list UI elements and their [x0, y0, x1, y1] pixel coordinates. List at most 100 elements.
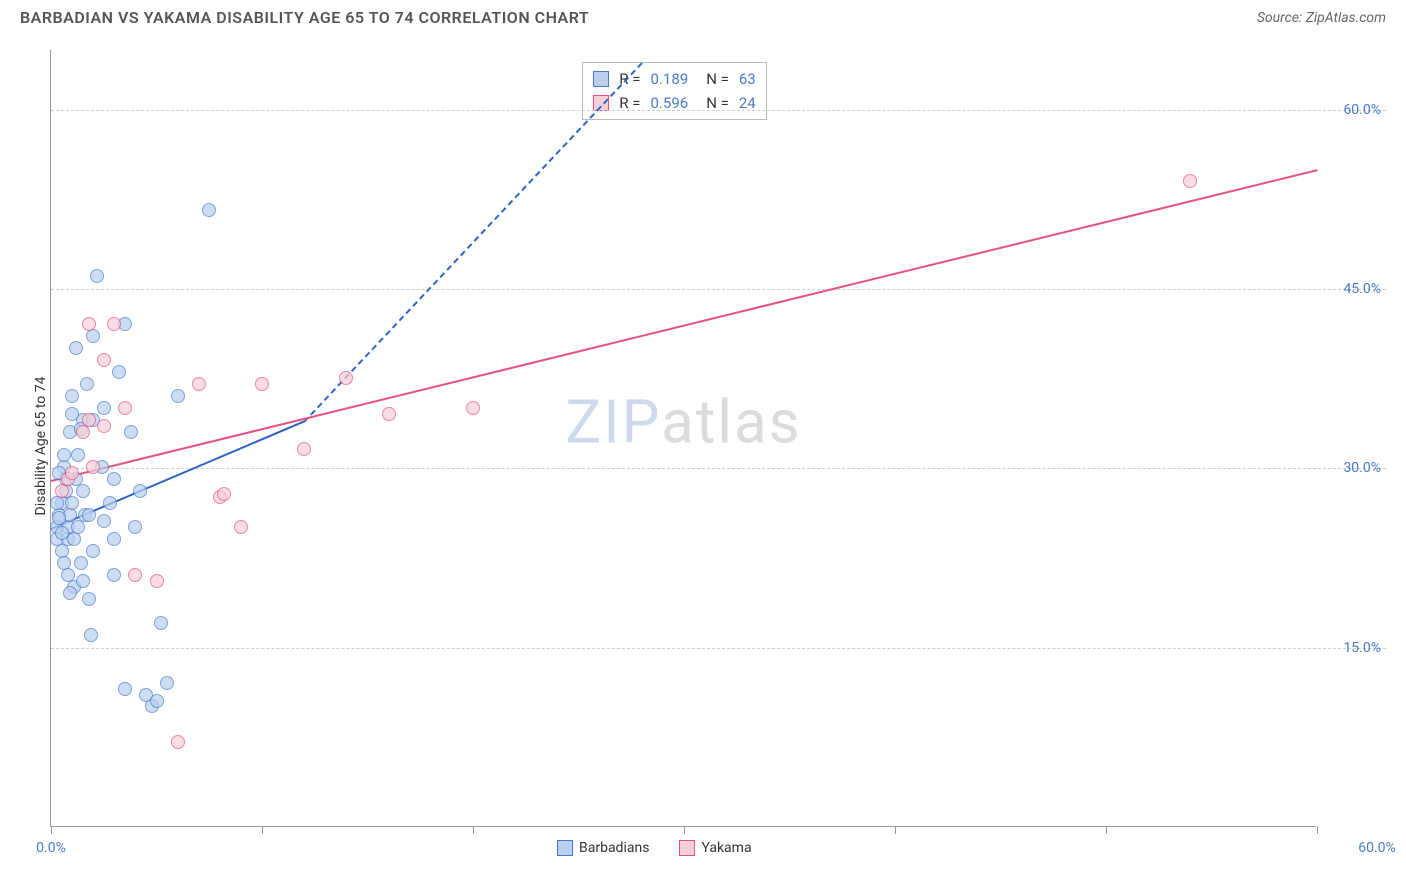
source-label: Source: ZipAtlas.com: [1257, 10, 1386, 26]
scatter-point: [217, 487, 231, 501]
legend-label: Yakama: [701, 840, 751, 856]
scatter-point: [154, 616, 168, 630]
scatter-point: [160, 676, 174, 690]
scatter-point: [103, 496, 117, 510]
scatter-point: [150, 694, 164, 708]
stats-r-value: 0.596: [651, 91, 689, 115]
stats-legend-box: R =0.189N =63R =0.596N =24: [582, 62, 766, 120]
x-tick-label: 0.0%: [36, 840, 66, 856]
scatter-point: [107, 317, 121, 331]
y-tick-label: 30.0%: [1343, 460, 1381, 476]
scatter-point: [150, 574, 164, 588]
x-tick-label: 60.0%: [1358, 840, 1396, 856]
grid-line: [51, 468, 1386, 469]
scatter-point: [234, 520, 248, 534]
scatter-point: [61, 568, 75, 582]
scatter-point: [63, 586, 77, 600]
scatter-point: [382, 407, 396, 421]
x-tick: [51, 826, 52, 834]
stats-n-value: 63: [739, 67, 756, 91]
scatter-point: [67, 532, 81, 546]
stats-r-label: R =: [619, 67, 640, 91]
scatter-point: [297, 442, 311, 456]
bottom-legend: Barbadians Yakama: [557, 840, 752, 856]
trend-line: [303, 62, 642, 422]
y-tick-label: 60.0%: [1343, 102, 1381, 118]
scatter-point: [71, 448, 85, 462]
x-tick: [684, 826, 685, 834]
scatter-point: [97, 419, 111, 433]
x-tick: [895, 826, 896, 834]
scatter-point: [118, 401, 132, 415]
scatter-point: [128, 520, 142, 534]
legend-swatch: [593, 71, 609, 87]
scatter-point: [97, 401, 111, 415]
stats-n-label: N =: [706, 67, 729, 91]
trend-line: [51, 170, 1317, 483]
grid-line: [51, 110, 1386, 111]
scatter-point: [107, 532, 121, 546]
scatter-point: [50, 496, 64, 510]
scatter-point: [65, 389, 79, 403]
scatter-point: [1183, 174, 1197, 188]
stats-r-value: 0.189: [651, 67, 689, 91]
stats-r-label: R =: [619, 91, 640, 115]
scatter-point: [124, 425, 138, 439]
scatter-point: [171, 389, 185, 403]
scatter-point: [133, 484, 147, 498]
scatter-point: [55, 526, 69, 540]
scatter-point: [82, 592, 96, 606]
scatter-point: [171, 735, 185, 749]
x-tick: [1317, 826, 1318, 834]
scatter-point: [82, 508, 96, 522]
x-tick: [262, 826, 263, 834]
scatter-point: [86, 460, 100, 474]
scatter-point: [76, 425, 90, 439]
legend-item: Barbadians: [557, 840, 649, 856]
chart-container: ZIPatlas Disability Age 65 to 74 R = 0.18…: [20, 40, 1386, 872]
scatter-point: [339, 371, 353, 385]
scatter-point: [74, 556, 88, 570]
y-tick-label: 15.0%: [1343, 640, 1381, 656]
scatter-point: [76, 574, 90, 588]
scatter-point: [90, 269, 104, 283]
scatter-point: [86, 329, 100, 343]
legend-swatch: [679, 840, 695, 856]
scatter-point: [118, 682, 132, 696]
scatter-point: [202, 203, 216, 217]
watermark-part1: ZIP: [565, 387, 661, 458]
scatter-point: [52, 511, 66, 525]
scatter-point: [71, 520, 85, 534]
chart-title: BARBADIAN VS YAKAMA DISABILITY AGE 65 TO…: [20, 8, 589, 27]
scatter-point: [192, 377, 206, 391]
scatter-point: [65, 466, 79, 480]
scatter-point: [112, 365, 126, 379]
scatter-point: [107, 472, 121, 486]
scatter-point: [80, 377, 94, 391]
legend-label: Barbadians: [579, 840, 649, 856]
y-axis-label: Disability Age 65 to 74: [33, 377, 49, 516]
scatter-point: [69, 341, 83, 355]
scatter-point: [255, 377, 269, 391]
grid-line: [51, 289, 1386, 290]
x-tick: [1106, 826, 1107, 834]
legend-item: Yakama: [679, 840, 751, 856]
plot-area: ZIPatlas Disability Age 65 to 74 R =0.18…: [50, 50, 1316, 827]
y-tick-label: 45.0%: [1343, 281, 1381, 297]
watermark-part2: atlas: [661, 387, 801, 458]
scatter-point: [82, 317, 96, 331]
scatter-point: [84, 628, 98, 642]
scatter-point: [86, 544, 100, 558]
scatter-point: [82, 413, 96, 427]
scatter-point: [65, 407, 79, 421]
legend-swatch: [557, 840, 573, 856]
x-tick: [473, 826, 474, 834]
scatter-point: [76, 484, 90, 498]
scatter-point: [55, 484, 69, 498]
scatter-point: [97, 353, 111, 367]
scatter-point: [65, 496, 79, 510]
stats-row: R =0.596N =24: [593, 91, 755, 115]
watermark: ZIPatlas: [565, 387, 801, 458]
scatter-point: [57, 448, 71, 462]
scatter-point: [97, 514, 111, 528]
